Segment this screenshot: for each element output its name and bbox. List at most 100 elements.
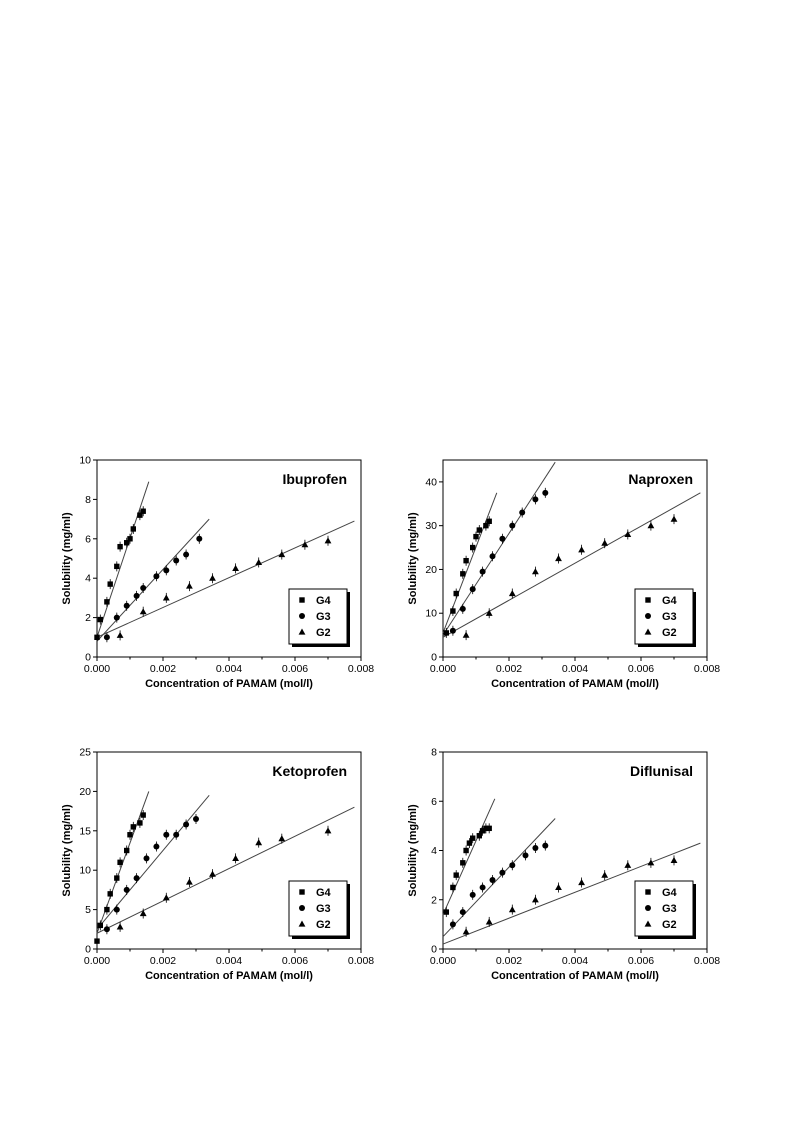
x-tick-label: 0.006 bbox=[282, 663, 308, 675]
x-tick-label: 0.006 bbox=[628, 955, 654, 967]
data-point-g3 bbox=[133, 592, 140, 599]
data-point-g4 bbox=[137, 820, 143, 826]
legend-box bbox=[288, 588, 348, 645]
y-tick-label: 5 bbox=[85, 904, 91, 916]
data-point-g4 bbox=[460, 860, 466, 866]
y-tick-label: 10 bbox=[79, 455, 91, 467]
data-point-g4 bbox=[94, 938, 100, 944]
data-point-g2 bbox=[186, 582, 193, 589]
data-point-g4 bbox=[127, 536, 133, 542]
legend-marker-g3 bbox=[299, 905, 305, 911]
legend-marker-g3 bbox=[299, 613, 305, 619]
data-point-g2 bbox=[139, 910, 147, 917]
y-tick-label: 20 bbox=[79, 786, 91, 798]
data-point-g2 bbox=[647, 522, 655, 529]
legend-marker-g2 bbox=[644, 920, 652, 927]
y-tick-label: 0 bbox=[85, 944, 91, 956]
fit-line-g3 bbox=[96, 518, 210, 642]
data-point-g2 bbox=[116, 923, 124, 930]
data-point-g4 bbox=[114, 875, 120, 881]
data-point-g2 bbox=[624, 530, 632, 538]
y-tick-label: 10 bbox=[79, 865, 91, 877]
x-tick-label: 0.002 bbox=[150, 663, 176, 675]
y-tick-label: 4 bbox=[85, 573, 91, 585]
fit-line-g4 bbox=[442, 798, 496, 915]
data-point-g2 bbox=[601, 539, 609, 546]
y-tick-label: 0 bbox=[431, 944, 437, 956]
y-tick-label: 6 bbox=[85, 533, 91, 545]
data-point-g4 bbox=[463, 847, 469, 854]
data-point-g2 bbox=[209, 870, 216, 877]
data-point-g2 bbox=[209, 574, 216, 581]
data-point-g2 bbox=[116, 631, 124, 638]
data-point-g4 bbox=[124, 540, 130, 546]
data-point-g4 bbox=[463, 557, 469, 564]
data-point-g3 bbox=[183, 551, 190, 558]
data-point-g2 bbox=[532, 896, 539, 903]
legend-label-g2: G2 bbox=[662, 627, 677, 639]
data-point-g2 bbox=[162, 894, 170, 901]
data-point-g3 bbox=[479, 884, 486, 891]
chart-panel-naproxen: 0.000 0.002 0.004 0.006 0.008 0 10 20 30 40 Concen… bbox=[407, 459, 720, 690]
legend-box bbox=[288, 880, 348, 937]
data-point-g3 bbox=[173, 831, 180, 838]
data-point-g4 bbox=[97, 616, 103, 623]
data-point-g4 bbox=[107, 581, 113, 587]
data-point-g2 bbox=[555, 555, 562, 562]
y-axis-title: Solubility (mg/ml) bbox=[61, 804, 73, 897]
legend-marker-g4 bbox=[645, 597, 651, 603]
data-point-g3 bbox=[183, 821, 190, 828]
data-point-g3 bbox=[113, 614, 120, 621]
data-point-g3 bbox=[489, 553, 496, 560]
y-axis-title: Solubility (mg/ml) bbox=[61, 512, 73, 605]
data-point-g3 bbox=[196, 535, 203, 542]
data-point-g4 bbox=[470, 544, 476, 551]
data-point-g2 bbox=[624, 861, 632, 868]
data-point-g3 bbox=[153, 573, 160, 580]
data-point-g4 bbox=[483, 825, 489, 832]
x-tick-label: 0.008 bbox=[694, 663, 720, 675]
data-point-g3 bbox=[522, 852, 529, 859]
data-point-g3 bbox=[499, 535, 506, 542]
data-point-g3 bbox=[173, 557, 180, 564]
data-point-g4 bbox=[130, 824, 136, 830]
data-point-g4 bbox=[453, 872, 459, 878]
fit-line-g2 bbox=[442, 842, 701, 945]
data-point-g3 bbox=[532, 496, 539, 503]
data-point-g2 bbox=[670, 515, 678, 522]
legend-label-g4: G4 bbox=[662, 887, 678, 899]
data-point-g3 bbox=[469, 586, 476, 593]
data-point-g2 bbox=[555, 883, 562, 891]
fit-line-g2 bbox=[442, 492, 701, 638]
x-tick-label: 0.008 bbox=[348, 663, 374, 675]
data-point-g3 bbox=[163, 567, 170, 574]
data-point-g2 bbox=[278, 835, 286, 842]
x-axis-title: Concentration of PAMAM (mol/l) bbox=[145, 970, 313, 982]
data-point-g2 bbox=[301, 541, 309, 548]
data-point-g4 bbox=[94, 634, 100, 640]
fit-line-g3 bbox=[442, 818, 556, 938]
legend-marker-g4 bbox=[299, 597, 305, 603]
panel-title: Ketoprofen bbox=[272, 763, 347, 779]
data-point-g3 bbox=[133, 875, 140, 882]
x-tick-label: 0.000 bbox=[430, 955, 456, 967]
y-tick-label: 6 bbox=[431, 796, 437, 808]
legend-marker-g4 bbox=[299, 889, 305, 895]
y-tick-label: 2 bbox=[431, 894, 437, 906]
legend-marker-g2 bbox=[644, 628, 652, 635]
data-point-g3 bbox=[459, 605, 466, 612]
data-point-g3 bbox=[449, 921, 456, 928]
legend-marker-g4 bbox=[645, 889, 651, 895]
data-point-g2 bbox=[139, 608, 147, 615]
data-point-g3 bbox=[509, 522, 516, 529]
y-tick-label: 15 bbox=[79, 825, 91, 837]
data-point-g3 bbox=[459, 909, 466, 916]
data-point-g4 bbox=[473, 533, 479, 540]
legend-label-g3: G3 bbox=[662, 611, 677, 623]
data-point-g3 bbox=[163, 831, 170, 838]
data-point-g2 bbox=[232, 854, 239, 861]
data-point-g4 bbox=[476, 833, 482, 839]
fit-line-g2 bbox=[96, 806, 355, 934]
data-point-g3 bbox=[479, 568, 486, 575]
